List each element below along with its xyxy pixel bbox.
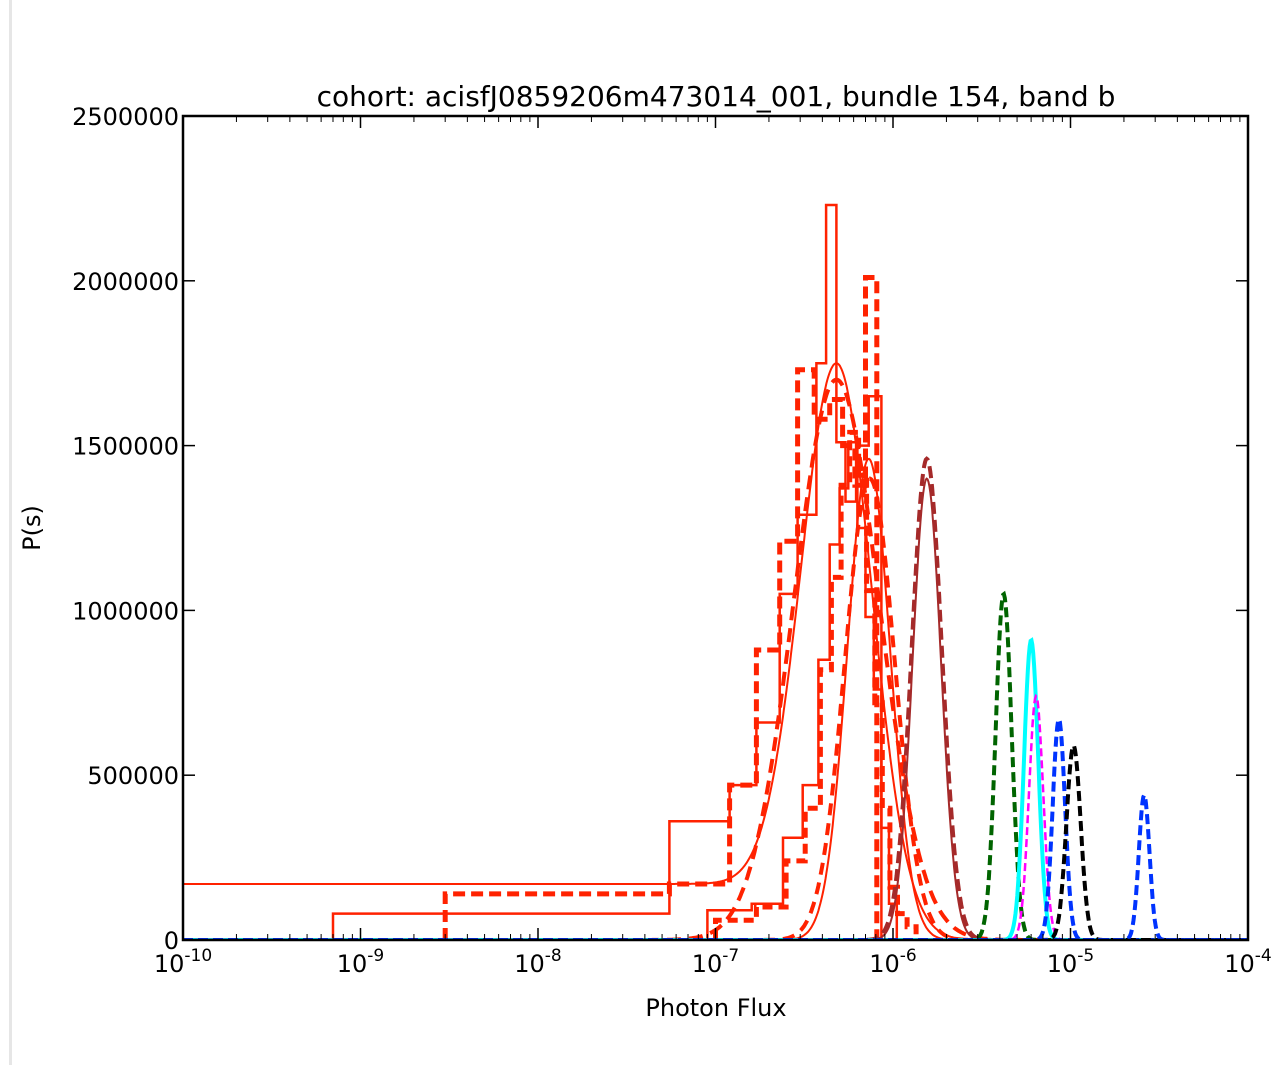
series-line bbox=[183, 477, 1248, 940]
series-line bbox=[183, 590, 1248, 940]
series-line bbox=[183, 637, 1248, 940]
series-line bbox=[183, 377, 1248, 940]
x-tick-label: 10-8 bbox=[514, 946, 562, 978]
x-tick-label-base: 10 bbox=[692, 950, 723, 978]
x-tick-label-exp: -4 bbox=[1255, 946, 1272, 966]
x-tick-label-base: 10 bbox=[154, 950, 185, 978]
x-tick-label-exp: -10 bbox=[184, 946, 212, 966]
x-tick-label: 10-4 bbox=[1224, 946, 1272, 978]
x-tick-label-exp: -8 bbox=[545, 946, 562, 966]
y-tick-label: 2000000 bbox=[72, 268, 179, 296]
y-tick-label: 1500000 bbox=[72, 433, 179, 461]
y-tick-label: 500000 bbox=[87, 762, 179, 790]
x-tick-label-base: 10 bbox=[1047, 950, 1078, 978]
x-tick-label-base: 10 bbox=[337, 950, 368, 978]
series-line bbox=[183, 476, 1248, 940]
x-tick-label: 10-6 bbox=[869, 946, 917, 978]
x-axis-label: Photon Flux bbox=[645, 994, 786, 1022]
plot-area bbox=[183, 203, 1248, 940]
y-axis-label: P(s) bbox=[18, 505, 46, 551]
page-left-border bbox=[0, 0, 12, 1065]
x-tick-label: 10-7 bbox=[692, 946, 740, 978]
x-tick-label-base: 10 bbox=[869, 950, 900, 978]
x-tick-label-exp: -9 bbox=[367, 946, 384, 966]
x-axis: 10-10 10-9 10-8 10-7 10-6 10-5 10-4 bbox=[154, 116, 1272, 978]
series-line bbox=[183, 713, 1248, 940]
x-tick-label-base: 10 bbox=[1224, 950, 1255, 978]
x-tick-label-exp: -7 bbox=[722, 946, 739, 966]
x-tick-label: 10-5 bbox=[1047, 946, 1095, 978]
series-line bbox=[183, 456, 1248, 940]
plot-frame bbox=[181, 114, 1250, 942]
x-tick-label: 10-10 bbox=[154, 946, 212, 978]
y-tick-label: 0 bbox=[164, 927, 179, 955]
series-line bbox=[183, 457, 1248, 940]
series-line bbox=[442, 275, 880, 940]
y-axis: 0 500000 1000000 1500000 2000000 2500000 bbox=[72, 103, 1248, 955]
chart-title: cohort: acisfJ0859206m473014_001, bundle… bbox=[317, 80, 1116, 113]
series-line bbox=[183, 362, 1248, 940]
x-tick-label-base: 10 bbox=[514, 950, 545, 978]
x-tick-label-exp: -5 bbox=[1077, 946, 1094, 966]
x-tick-label: 10-9 bbox=[337, 946, 385, 978]
y-tick-label: 1000000 bbox=[72, 597, 179, 625]
x-tick-label-exp: -6 bbox=[900, 946, 917, 966]
series-line bbox=[331, 203, 883, 940]
series-layer bbox=[183, 203, 1248, 940]
y-tick-label: 2500000 bbox=[72, 103, 179, 131]
